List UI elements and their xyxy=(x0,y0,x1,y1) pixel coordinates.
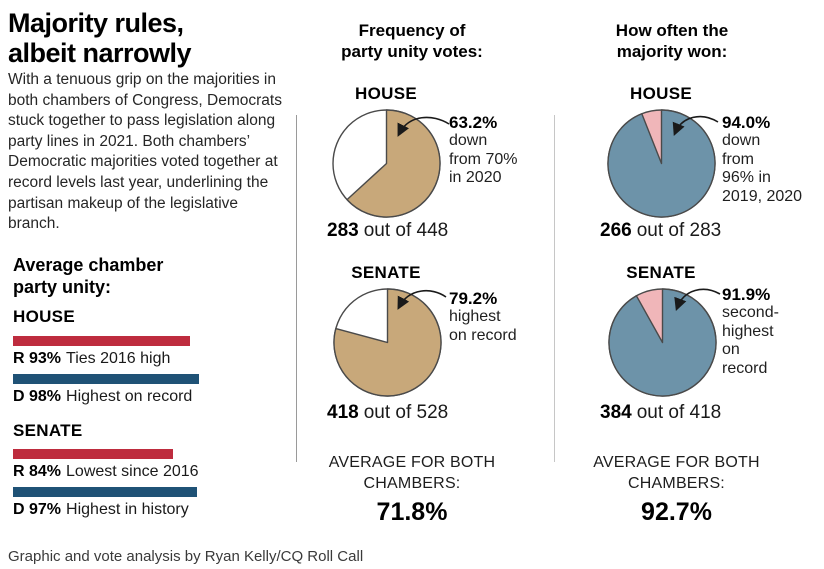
unity-house-label: HOUSE xyxy=(13,307,75,326)
annotation-line: on record xyxy=(449,326,517,344)
bar-value-senate-republican: R 84% xyxy=(13,463,62,480)
annotation-line: 96% in xyxy=(722,169,771,186)
bar-note-senate-republican: Lowest since 2016 xyxy=(66,463,199,480)
frequency-header-line2: party unity votes: xyxy=(341,42,483,61)
majority-house-count: 266 out of 283 xyxy=(600,220,721,242)
frequency-house-annotation: 63.2% down from 70% in 2020 xyxy=(449,113,517,188)
majority-senate-arrow-icon xyxy=(674,288,721,312)
majority-senate-pie xyxy=(607,287,718,398)
annotation-line: second- xyxy=(722,304,779,321)
frequency-house-label: HOUSE xyxy=(355,84,417,103)
majority-house-pie xyxy=(606,108,717,219)
frequency-house-count: 283 out of 448 xyxy=(327,220,448,242)
intro-text: With a tenuous grip on the majorities in… xyxy=(8,71,282,233)
frequency-average-value: 71.8% xyxy=(376,498,448,526)
frequency-house-pie xyxy=(331,108,442,219)
majority-senate-pct: 91.9% xyxy=(722,285,771,304)
frequency-average-label-line1: AVERAGE FOR BOTH xyxy=(328,454,496,471)
majority-senate-label: SENATE xyxy=(626,263,696,282)
frequency-senate-count-number: 418 xyxy=(327,402,359,423)
majority-house-count-total: out of 283 xyxy=(636,220,722,241)
bar-note-senate-democrat: Highest in history xyxy=(66,501,189,518)
frequency-house-count-number: 283 xyxy=(327,220,359,241)
bar-senate-republican xyxy=(13,449,173,459)
frequency-senate-label: SENATE xyxy=(351,263,421,282)
annotation-line: from xyxy=(722,150,754,168)
majority-house-arrow-icon xyxy=(672,115,719,136)
majority-senate-annotation: 91.9% second- highest on record xyxy=(722,285,779,378)
annotation-line: down xyxy=(449,132,488,149)
frequency-senate-arrow-icon xyxy=(397,289,447,310)
frequency-average-label-line2: CHAMBERS: xyxy=(363,475,461,492)
bar-value-senate-democrat: D 97% xyxy=(13,501,62,518)
bar-house-republican xyxy=(13,336,190,346)
page-title: Majority rules, albeit narrowly xyxy=(8,8,192,68)
unity-section-heading: Average chamber party unity: xyxy=(13,254,163,298)
bar-value-house-republican: R 93% xyxy=(13,350,62,367)
majority-senate-count: 384 out of 418 xyxy=(600,402,721,424)
majority-house-label: HOUSE xyxy=(630,84,692,103)
bar-label-senate-democrat: D 97% Highest in history xyxy=(13,501,189,519)
bar-value-house-democrat: D 98% xyxy=(13,388,62,405)
annotation-line: down xyxy=(722,132,761,149)
frequency-senate-pie xyxy=(332,287,443,398)
frequency-senate-pct: 79.2% xyxy=(449,289,498,308)
majority-average-label-line2: CHAMBERS: xyxy=(628,475,725,492)
bar-note-house-republican: Ties 2016 high xyxy=(66,350,171,367)
annotation-line: record xyxy=(722,359,768,377)
frequency-column-header: Frequency of party unity votes: xyxy=(322,20,502,62)
bar-note-house-democrat: Highest on record xyxy=(66,388,193,405)
majority-house-pct: 94.0% xyxy=(722,113,771,132)
bar-senate-democrat xyxy=(13,487,198,497)
bar-label-senate-republican: R 84% Lowest since 2016 xyxy=(13,463,199,481)
page-title-line1: Majority rules, xyxy=(8,8,184,38)
frequency-house-arrow-icon xyxy=(397,116,450,137)
unity-heading-line2: party unity: xyxy=(13,277,112,297)
bar-house-democrat xyxy=(13,374,200,384)
majority-average-label-line1: AVERAGE FOR BOTH xyxy=(593,454,760,471)
majority-house-count-number: 266 xyxy=(600,220,632,241)
frequency-house-count-total: out of 448 xyxy=(363,220,449,241)
majority-senate-count-number: 384 xyxy=(600,402,632,423)
bar-label-house-democrat: D 98% Highest on record xyxy=(13,388,192,406)
annotation-line: highest xyxy=(722,322,774,340)
frequency-senate-annotation: 79.2% highest on record xyxy=(449,289,517,345)
page-title-line2: albeit narrowly xyxy=(8,38,192,68)
annotation-line: highest xyxy=(449,308,501,325)
unity-senate-label: SENATE xyxy=(13,421,83,440)
frequency-house-pct: 63.2% xyxy=(449,113,498,132)
frequency-senate-count-total: out of 528 xyxy=(363,402,449,423)
frequency-header-line1: Frequency of xyxy=(358,21,466,40)
annotation-line: in 2020 xyxy=(449,169,502,186)
annotation-line: on xyxy=(722,341,740,358)
majority-header-line1: How often the xyxy=(615,21,729,40)
majority-average: AVERAGE FOR BOTH CHAMBERS: 92.7% xyxy=(584,452,769,527)
annotation-line: from 70% xyxy=(449,150,518,168)
column-divider-left xyxy=(296,115,297,462)
majority-average-value: 92.7% xyxy=(641,498,712,526)
frequency-average: AVERAGE FOR BOTH CHAMBERS: 71.8% xyxy=(322,452,502,527)
majority-house-annotation: 94.0% down from 96% in 2019, 2020 xyxy=(722,113,802,206)
bar-label-house-republican: R 93% Ties 2016 high xyxy=(13,350,170,368)
unity-heading-line1: Average chamber xyxy=(13,255,164,275)
frequency-senate-count: 418 out of 528 xyxy=(327,402,448,424)
annotation-line: 2019, 2020 xyxy=(722,187,803,205)
credit-line: Graphic and vote analysis by Ryan Kelly/… xyxy=(8,548,364,565)
majority-header-line2: majority won: xyxy=(616,42,728,61)
column-divider-right xyxy=(554,115,555,462)
majority-senate-count-total: out of 418 xyxy=(636,402,722,423)
majority-column-header: How often the majority won: xyxy=(582,20,762,62)
